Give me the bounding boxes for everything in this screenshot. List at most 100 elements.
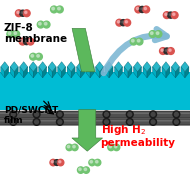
Circle shape — [150, 111, 157, 118]
Circle shape — [159, 48, 166, 54]
Circle shape — [11, 120, 15, 124]
Circle shape — [174, 120, 178, 124]
Circle shape — [33, 119, 40, 125]
FancyBboxPatch shape — [0, 111, 191, 118]
Polygon shape — [143, 62, 151, 72]
Circle shape — [55, 161, 57, 163]
Polygon shape — [77, 62, 85, 72]
Polygon shape — [10, 67, 14, 78]
Circle shape — [37, 55, 39, 57]
Polygon shape — [29, 67, 33, 78]
FancyBboxPatch shape — [0, 120, 190, 122]
Circle shape — [124, 19, 131, 26]
Circle shape — [135, 6, 142, 13]
Circle shape — [149, 31, 156, 37]
Polygon shape — [166, 67, 170, 78]
Circle shape — [58, 112, 62, 116]
Polygon shape — [48, 62, 56, 72]
Circle shape — [56, 6, 63, 13]
Circle shape — [136, 7, 139, 10]
Text: High H$_2$
permeability: High H$_2$ permeability — [100, 123, 176, 148]
Circle shape — [23, 39, 30, 45]
Circle shape — [155, 31, 162, 37]
Circle shape — [36, 53, 42, 60]
Circle shape — [137, 40, 140, 42]
Circle shape — [168, 12, 174, 18]
Polygon shape — [81, 67, 85, 78]
Polygon shape — [1, 67, 5, 78]
Polygon shape — [162, 62, 170, 72]
Polygon shape — [39, 67, 43, 78]
Circle shape — [169, 14, 171, 15]
Polygon shape — [86, 67, 90, 78]
Circle shape — [156, 32, 159, 34]
Circle shape — [173, 13, 175, 15]
Circle shape — [81, 112, 85, 116]
Polygon shape — [138, 67, 141, 78]
Polygon shape — [24, 67, 28, 78]
Circle shape — [136, 38, 143, 45]
Polygon shape — [72, 28, 95, 72]
Circle shape — [114, 145, 117, 148]
Circle shape — [57, 159, 64, 166]
Circle shape — [89, 159, 95, 166]
Circle shape — [37, 21, 44, 28]
Polygon shape — [152, 62, 160, 72]
Circle shape — [77, 167, 84, 173]
Circle shape — [30, 53, 36, 60]
FancyBboxPatch shape — [0, 119, 191, 125]
Circle shape — [144, 7, 146, 10]
Polygon shape — [5, 67, 9, 78]
Circle shape — [25, 11, 27, 14]
Circle shape — [29, 40, 31, 42]
Circle shape — [128, 112, 132, 116]
Circle shape — [35, 112, 38, 116]
Circle shape — [128, 120, 132, 124]
Circle shape — [51, 161, 54, 163]
Circle shape — [173, 119, 180, 125]
Polygon shape — [181, 62, 189, 72]
Circle shape — [122, 21, 124, 23]
Circle shape — [10, 119, 17, 125]
Polygon shape — [119, 67, 123, 78]
Circle shape — [126, 111, 133, 118]
FancyBboxPatch shape — [0, 112, 190, 114]
Circle shape — [35, 120, 38, 124]
Polygon shape — [115, 67, 119, 78]
Circle shape — [151, 112, 155, 116]
Circle shape — [33, 111, 40, 118]
Circle shape — [14, 32, 17, 34]
Polygon shape — [175, 67, 179, 78]
Circle shape — [161, 49, 163, 51]
Polygon shape — [185, 67, 189, 78]
Circle shape — [113, 144, 120, 151]
Circle shape — [169, 49, 171, 51]
Circle shape — [167, 48, 174, 54]
Circle shape — [165, 13, 167, 15]
Circle shape — [81, 120, 85, 124]
Bar — [0, 72, 190, 110]
Polygon shape — [100, 67, 104, 78]
Circle shape — [10, 111, 17, 118]
Circle shape — [21, 40, 23, 42]
Polygon shape — [105, 62, 113, 72]
Polygon shape — [77, 67, 81, 78]
Circle shape — [23, 10, 30, 17]
Circle shape — [17, 11, 19, 14]
Circle shape — [105, 112, 108, 116]
FancyArrow shape — [72, 110, 103, 151]
Circle shape — [13, 31, 20, 37]
Circle shape — [109, 145, 112, 148]
Polygon shape — [181, 67, 185, 78]
Circle shape — [58, 120, 62, 124]
Circle shape — [27, 38, 34, 45]
Polygon shape — [171, 62, 179, 72]
Circle shape — [56, 119, 63, 125]
Polygon shape — [48, 67, 52, 78]
Circle shape — [54, 160, 60, 165]
Polygon shape — [133, 62, 141, 72]
Circle shape — [163, 12, 170, 19]
Circle shape — [165, 50, 167, 51]
Polygon shape — [39, 62, 47, 72]
Circle shape — [150, 119, 157, 125]
